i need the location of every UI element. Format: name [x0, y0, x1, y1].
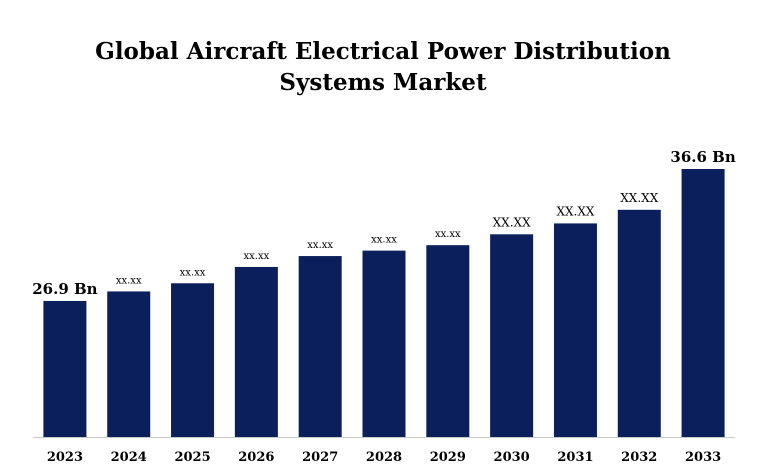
bar-2032 — [617, 209, 661, 437]
x-tick-label-2026: 2026 — [238, 450, 274, 465]
chart-title-line-1: Global Aircraft Electrical Power Distrib… — [95, 38, 671, 65]
x-tick-label-2024: 2024 — [111, 450, 147, 465]
x-tick-label-2033: 2033 — [685, 450, 721, 465]
data-label-2027: xx.xx — [307, 240, 333, 251]
x-tick-label-2030: 2030 — [494, 450, 530, 465]
x-tick-label-2029: 2029 — [430, 450, 466, 465]
x-tick-label-2032: 2032 — [621, 450, 657, 465]
bar-2031 — [553, 223, 597, 437]
bar-2027 — [298, 256, 342, 437]
data-label-2032: XX.XX — [620, 191, 658, 205]
x-tick-label-2031: 2031 — [557, 450, 593, 465]
bar-2029 — [426, 245, 470, 437]
bar-2028 — [362, 250, 406, 437]
data-label-2024: xx.xx — [116, 275, 142, 286]
data-label-2030: XX.XX — [493, 215, 531, 229]
data-label-2029: xx.xx — [435, 229, 461, 240]
x-tick-label-2023: 2023 — [47, 450, 83, 465]
data-label-2028: xx.xx — [371, 235, 397, 246]
bar-2025 — [171, 283, 215, 437]
bar-2023 — [43, 300, 87, 437]
chart-title-line-2: Systems Market — [279, 69, 487, 96]
bar-2026 — [234, 266, 278, 437]
x-tick-label-2025: 2025 — [174, 450, 210, 465]
chart-title: Global Aircraft Electrical Power Distrib… — [0, 36, 766, 98]
x-tick-label-2028: 2028 — [366, 450, 402, 465]
data-label-2023: 26.9 Bn — [32, 280, 97, 298]
data-label-2026: xx.xx — [243, 251, 269, 262]
x-tick-label-2027: 2027 — [302, 450, 338, 465]
data-label-2025: xx.xx — [180, 267, 206, 278]
data-label-2031: XX.XX — [556, 204, 594, 218]
bar-2024 — [107, 291, 151, 437]
bar-2030 — [490, 234, 534, 437]
bar-2033 — [681, 169, 725, 437]
data-label-2033: 36.6 Bn — [670, 148, 735, 166]
